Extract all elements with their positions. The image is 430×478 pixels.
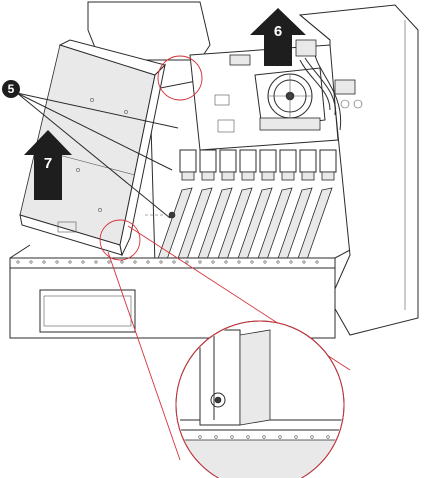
inset-hole — [326, 435, 330, 439]
module-base — [201, 171, 215, 181]
callout-label-7: 7 — [44, 155, 52, 172]
inset-hole — [230, 435, 234, 439]
panel-hole — [42, 260, 46, 264]
panel-hole — [55, 260, 59, 264]
panel-hole — [146, 260, 150, 264]
callout-5-leaders — [16, 92, 179, 219]
module-base — [241, 171, 255, 181]
screw-detail-small — [145, 211, 176, 219]
panel-hole — [29, 260, 33, 264]
panel-hole — [250, 260, 254, 264]
inset-hole — [294, 435, 298, 439]
panel-hole — [133, 260, 137, 264]
front-panel — [9, 244, 351, 339]
expansion-slot-group — [153, 187, 333, 271]
front-panel-hole-row — [16, 260, 319, 264]
panel-hole — [224, 260, 228, 264]
inset-hole — [262, 435, 266, 439]
panel-hole — [94, 260, 98, 264]
callout-label-6: 6 — [274, 23, 282, 40]
highlight-circles — [99, 55, 203, 261]
callout-circle-icon — [2, 80, 20, 98]
callout-label-5: 5 — [8, 82, 15, 96]
module-block — [179, 149, 197, 173]
inset-hole — [246, 435, 250, 439]
inset-hole — [214, 435, 218, 439]
panel-hole — [302, 260, 306, 264]
module-block — [299, 149, 317, 173]
inset-hole — [310, 435, 314, 439]
inset-hole-row — [198, 435, 330, 439]
module-base — [261, 171, 275, 181]
module-base — [281, 171, 295, 181]
module-block — [219, 149, 237, 173]
module-block — [279, 149, 297, 173]
lift-direction-arrow-6: 6 — [250, 8, 306, 66]
panel-hole — [263, 260, 267, 264]
panel-hole — [107, 260, 111, 264]
inset-hole — [278, 435, 282, 439]
callout-5-marker: 5 — [2, 80, 20, 98]
panel-hole — [120, 260, 124, 264]
lift-direction-arrow-7: 7 — [24, 130, 72, 200]
magnified-inset — [175, 320, 345, 478]
cpu-fan — [254, 67, 326, 131]
panel-hole — [289, 260, 293, 264]
panel-hole — [185, 260, 189, 264]
panel-hole — [211, 260, 215, 264]
cable-harness — [295, 39, 342, 131]
module-block — [199, 149, 217, 173]
module-base — [321, 171, 335, 181]
up-arrow-icon — [24, 130, 72, 200]
panel-hole — [315, 260, 319, 264]
inset-hole — [198, 435, 202, 439]
module-base — [181, 171, 195, 181]
panel-hole — [159, 260, 163, 264]
panel-hole — [68, 260, 72, 264]
panel-hole — [16, 260, 20, 264]
panel-hole — [237, 260, 241, 264]
panel-hole — [172, 260, 176, 264]
module-base — [301, 171, 315, 181]
module-base — [221, 171, 235, 181]
module-block — [239, 149, 257, 173]
panel-hole — [198, 260, 202, 264]
module-row — [179, 149, 337, 181]
module-block — [319, 149, 337, 173]
panel-hole — [81, 260, 85, 264]
panel-hole — [276, 260, 280, 264]
module-block — [259, 149, 277, 173]
up-arrow-icon — [250, 8, 306, 66]
